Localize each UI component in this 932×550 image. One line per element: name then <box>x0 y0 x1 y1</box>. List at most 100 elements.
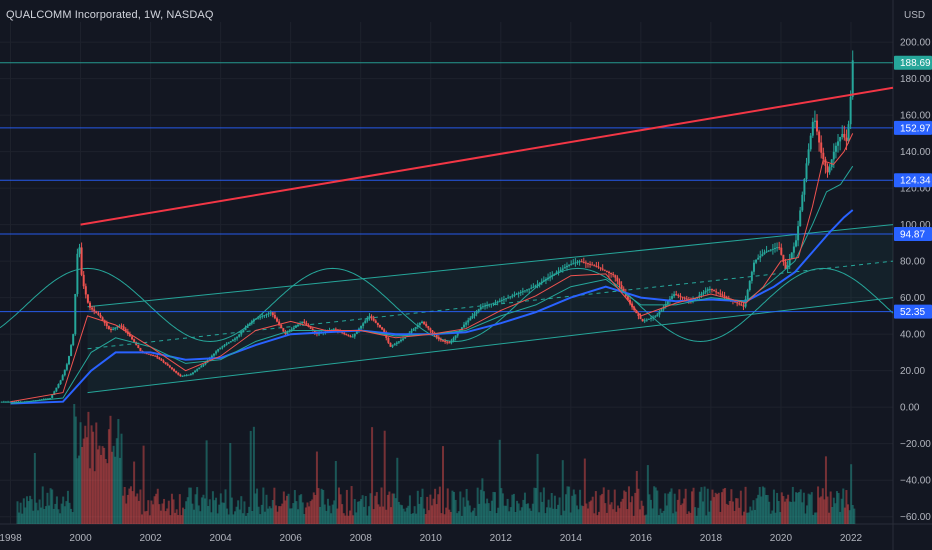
candle-body <box>650 317 653 319</box>
candle-body <box>133 339 136 343</box>
candle-body <box>280 324 283 329</box>
channel-fill <box>87 224 894 393</box>
candle-body <box>843 133 846 138</box>
volume-bar <box>32 510 35 524</box>
volume-bar <box>536 453 539 524</box>
volume-bar <box>342 513 345 524</box>
candle-body <box>547 277 550 280</box>
volume-bar <box>183 509 186 524</box>
volume-bar <box>437 494 440 524</box>
candle-body <box>74 293 77 335</box>
volume-bar <box>692 487 695 524</box>
volume-bar <box>186 497 189 524</box>
volume-bar <box>311 499 314 524</box>
candle-body <box>431 330 434 333</box>
candle-body <box>570 263 573 265</box>
candle-body <box>223 345 226 347</box>
candle-body <box>187 374 190 376</box>
volume-bar <box>449 511 452 524</box>
volume-bar <box>441 446 444 524</box>
candle-body <box>540 281 543 283</box>
y-tick-label: 80.00 <box>900 257 925 268</box>
candle-body <box>778 247 781 249</box>
volume-bar <box>523 492 526 524</box>
candle-body <box>381 327 384 330</box>
volume-bar <box>853 508 856 524</box>
candle-body <box>101 317 104 321</box>
volume-bar <box>829 491 832 524</box>
volume-bar <box>731 501 734 524</box>
volume-bar <box>746 512 749 524</box>
volume-bar <box>823 499 826 524</box>
ma-slow-line <box>10 165 854 404</box>
volume-bar <box>657 515 660 524</box>
candle-body <box>704 290 707 293</box>
volume-bar <box>219 493 222 524</box>
volume-bar <box>662 510 665 524</box>
candle-body <box>219 347 222 350</box>
candle-body <box>698 295 701 297</box>
candle-body <box>551 275 554 277</box>
volume-bar <box>100 454 103 524</box>
candle-body <box>267 313 270 315</box>
volume-bar <box>339 494 342 524</box>
volume-bar <box>128 488 131 524</box>
candle-body <box>395 342 398 344</box>
volume-bar <box>257 506 260 524</box>
price-tags: 188.69 152.97 124.34 94.87 52.35 <box>894 55 932 319</box>
candle-body <box>107 326 110 330</box>
volume-bar <box>471 510 474 524</box>
volume-bar <box>55 496 58 524</box>
volume-bar <box>528 508 531 524</box>
volume-bar <box>771 510 774 524</box>
volume-bar <box>457 511 460 524</box>
candle-body <box>263 315 266 317</box>
candle-body <box>360 325 363 329</box>
volume-bar <box>727 505 730 524</box>
candle-body <box>671 296 674 299</box>
volume-bar <box>542 487 545 524</box>
volume-bar <box>735 498 738 524</box>
candle-body <box>816 120 819 132</box>
candle-body <box>792 246 795 253</box>
volume-bar <box>48 505 51 524</box>
candle-body <box>110 329 113 331</box>
candle-body <box>404 336 407 339</box>
volume-bar <box>846 504 849 524</box>
candle-body <box>246 325 249 328</box>
candle-body <box>210 355 213 358</box>
volume-bar <box>92 431 95 524</box>
candle-body <box>803 179 806 195</box>
candle-body <box>353 333 356 337</box>
volume-bar <box>289 508 292 524</box>
volume-bar <box>249 430 252 524</box>
volume-bar <box>30 499 33 524</box>
volume-bar <box>215 497 218 524</box>
volume-bar <box>492 491 495 524</box>
volume-bar <box>623 490 626 524</box>
candle-body <box>292 327 295 330</box>
cycle-wave-line <box>0 267 894 343</box>
candle-body <box>158 357 161 360</box>
volume-bar <box>790 501 793 524</box>
candle-body <box>673 294 676 297</box>
candle-body <box>807 149 810 164</box>
volume-bar <box>52 508 55 524</box>
volume-bar <box>159 510 162 524</box>
volume-bar <box>591 496 594 524</box>
candle-body <box>820 142 823 153</box>
volume-bar <box>290 508 293 524</box>
volume-bar <box>725 503 728 524</box>
volume-bar <box>389 507 392 524</box>
volume-bar <box>243 501 246 524</box>
volume-bar <box>651 508 654 524</box>
volume-bar <box>54 503 57 524</box>
candle-body <box>332 328 335 330</box>
candle-body <box>217 349 220 352</box>
volume-bar <box>412 513 415 524</box>
candle-body <box>530 287 533 289</box>
volume-bar <box>741 515 744 524</box>
candle-body <box>238 334 241 337</box>
candle-body <box>599 267 602 269</box>
